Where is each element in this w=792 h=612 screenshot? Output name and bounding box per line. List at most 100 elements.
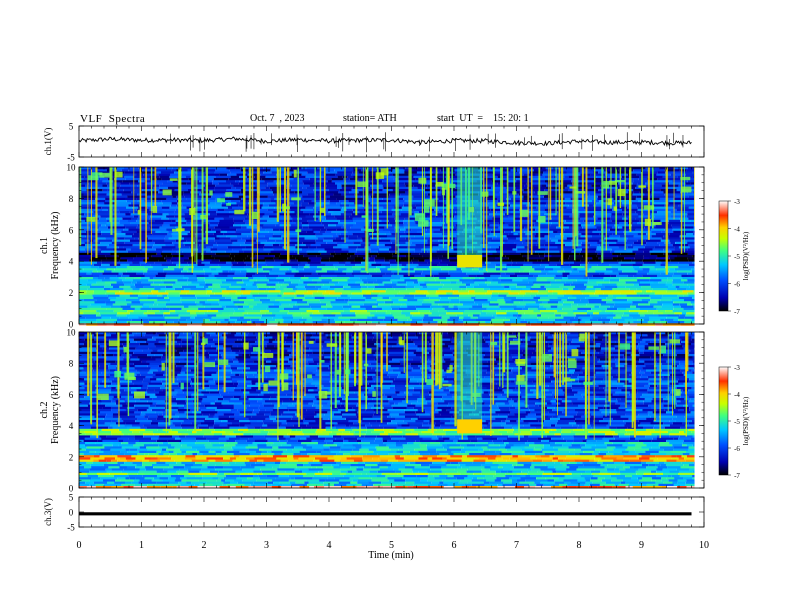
spectrogram-cell bbox=[321, 261, 339, 265]
spectrogram-cell bbox=[321, 274, 337, 278]
spectrogram-cell bbox=[190, 288, 206, 291]
spectrogram-cell bbox=[644, 193, 652, 196]
spectrogram-cell bbox=[691, 184, 695, 188]
spectrogram-cell bbox=[545, 347, 552, 350]
spectrogram-cell bbox=[496, 248, 513, 251]
spectrogram-cell bbox=[404, 200, 422, 203]
spectrogram-cell bbox=[323, 237, 336, 240]
spectrogram-patch bbox=[423, 206, 430, 213]
spectrogram-cell bbox=[186, 222, 191, 225]
spectrogram-cell bbox=[345, 180, 359, 183]
spectrogram-cell bbox=[198, 169, 204, 172]
spectrogram-cell bbox=[134, 237, 139, 240]
spectrogram-cell bbox=[167, 193, 184, 196]
spectrogram-cell bbox=[613, 237, 620, 240]
spectrogram-cell bbox=[197, 202, 210, 205]
spectrogram-cell bbox=[302, 299, 320, 302]
spectrogram-cell bbox=[580, 299, 589, 302]
spectrogram-cell bbox=[400, 235, 415, 238]
spectrogram-cell bbox=[335, 182, 347, 185]
spectrogram-cell bbox=[156, 211, 175, 214]
spectrogram-cell bbox=[184, 288, 191, 291]
spectrogram-cell bbox=[361, 215, 379, 218]
spectrogram-cell bbox=[359, 323, 377, 326]
spectrogram-cell bbox=[373, 281, 383, 284]
spectrogram-cell bbox=[287, 250, 295, 254]
spectrogram-cell bbox=[449, 175, 463, 179]
spectrogram-cell bbox=[234, 310, 245, 313]
spectrogram-cell bbox=[86, 272, 92, 276]
spectrogram-cell bbox=[604, 193, 619, 196]
spectrogram-cell bbox=[191, 255, 196, 258]
spectrogram-cell bbox=[355, 222, 371, 225]
spectrogram-cell bbox=[197, 184, 205, 188]
spectrogram-cell bbox=[376, 270, 381, 273]
spectrogram-cell bbox=[537, 292, 548, 295]
spectrogram-cell bbox=[349, 307, 366, 311]
spectrogram-cell bbox=[110, 288, 124, 291]
spectrogram-cell bbox=[524, 259, 538, 262]
spectrogram-cell bbox=[283, 318, 299, 322]
spectrogram-cell bbox=[341, 202, 355, 205]
spectrogram-cell bbox=[278, 351, 292, 355]
spectrogram-cell bbox=[484, 219, 502, 223]
spectrogram-cell bbox=[580, 235, 586, 238]
spectrogram-cell bbox=[273, 354, 290, 357]
spectrogram-cell bbox=[407, 318, 412, 322]
spectrogram-cell bbox=[256, 200, 271, 203]
spectrogram-cell bbox=[613, 316, 622, 320]
spectrogram-cell bbox=[684, 250, 695, 254]
spectrogram-cell bbox=[202, 237, 215, 240]
spectrogram-cell bbox=[346, 228, 361, 232]
spectrogram-cell bbox=[524, 351, 533, 355]
spectrogram-cell bbox=[349, 215, 362, 218]
spectrogram-cell bbox=[631, 244, 646, 247]
spectrogram-cell bbox=[161, 263, 177, 267]
spectrogram-cell bbox=[589, 268, 606, 271]
spectrogram-cell bbox=[106, 257, 121, 260]
spectrogram-cell bbox=[641, 290, 647, 293]
spectrogram-cell bbox=[203, 208, 218, 212]
spectrogram-cell bbox=[162, 354, 174, 357]
spectrogram-cell bbox=[203, 248, 211, 251]
spectrogram-cell bbox=[231, 186, 236, 190]
sferic-streak bbox=[205, 167, 208, 245]
spectrogram-cell bbox=[331, 312, 341, 315]
spectrogram-cell bbox=[608, 294, 613, 298]
spectrogram-cell bbox=[172, 283, 188, 287]
spectrogram-cell bbox=[79, 281, 97, 284]
spectrogram-cell bbox=[410, 277, 425, 280]
spectrogram-cell bbox=[636, 204, 643, 207]
sferic-streak bbox=[154, 167, 157, 207]
spectrogram-cell bbox=[248, 303, 257, 306]
spectrogram-cell bbox=[324, 294, 341, 298]
spectrogram-cell bbox=[446, 321, 454, 324]
spectrogram-cell bbox=[91, 169, 107, 172]
spectrogram-cell bbox=[335, 237, 342, 240]
spectrogram-cell bbox=[473, 347, 491, 350]
spectrogram-cell bbox=[585, 288, 596, 291]
spectrogram-cell bbox=[125, 226, 137, 229]
spectrogram-cell bbox=[688, 259, 695, 262]
spectrogram-cell bbox=[167, 233, 172, 236]
spectrogram-cell bbox=[456, 268, 461, 271]
spectrogram-cell bbox=[655, 180, 673, 183]
spectrogram-patch bbox=[418, 177, 427, 184]
spectrogram-cell bbox=[101, 354, 114, 357]
spectrogram-cell bbox=[214, 274, 228, 278]
spectrogram-cell bbox=[612, 288, 630, 291]
spectrogram-cell bbox=[320, 244, 338, 247]
spectrogram-cell bbox=[349, 310, 367, 313]
spectrogram-cell bbox=[247, 334, 264, 337]
spectrogram-cell bbox=[574, 323, 593, 326]
spectrogram-cell bbox=[222, 281, 237, 284]
spectrogram-cell bbox=[572, 193, 590, 196]
spectrogram-cell bbox=[329, 167, 346, 170]
sferic-streak bbox=[500, 167, 503, 271]
spectrogram-cell bbox=[176, 340, 182, 344]
spectrogram-cell bbox=[658, 314, 668, 317]
spectrogram-cell bbox=[368, 208, 379, 212]
spectrogram-cell bbox=[204, 263, 219, 267]
spectrogram-cell bbox=[400, 193, 410, 196]
spectrogram-cell bbox=[206, 343, 215, 346]
